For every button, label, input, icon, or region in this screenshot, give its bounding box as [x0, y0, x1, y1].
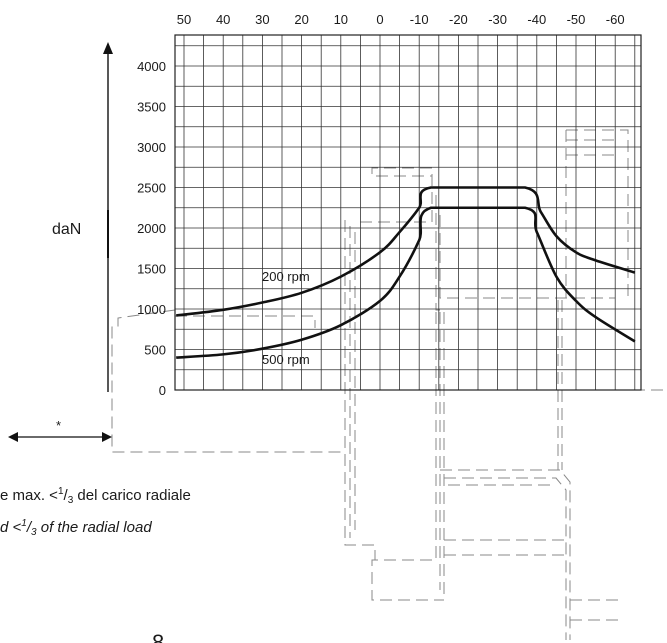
- y-tick-label: 500: [144, 343, 166, 358]
- y-tick-label: 3500: [137, 100, 166, 115]
- y-tick-label: 2000: [137, 221, 166, 236]
- note-it-suffix: del carico radiale: [73, 487, 191, 504]
- x-tick-label: -10: [410, 12, 429, 27]
- x-tick-label: -20: [449, 12, 468, 27]
- chart-grid: [175, 35, 641, 391]
- dashed-outline: [371, 312, 444, 601]
- dashed-outline: [175, 315, 316, 328]
- y-tick-label: 2500: [137, 181, 166, 196]
- note-line-italian: e max. <1/3 del carico radiale: [0, 486, 191, 506]
- dashed-outline: [439, 215, 615, 299]
- y-axis-unit-label: daN: [52, 221, 81, 238]
- x-tick-label: -50: [567, 12, 586, 27]
- x-axis-tick-labels: 50 40 30 20 10 0 -10 -20 -30 -40 -50 -60: [177, 12, 625, 27]
- plot-frame: [174, 34, 642, 391]
- note-en-slash: /: [26, 519, 33, 536]
- y-tick-label: 0: [159, 383, 166, 398]
- curve-label-200rpm: 200 rpm: [262, 269, 310, 284]
- x-tick-label: -30: [488, 12, 507, 27]
- y-axis-tick-labels: 0 500 1000 1500 2000 2500 3000 3500 4000: [137, 59, 166, 398]
- note-it-prefix: e max. <: [0, 487, 58, 504]
- dashed-outline: [566, 129, 629, 298]
- note-en-numerator: 1: [21, 518, 27, 529]
- load-curves: [176, 186, 636, 359]
- x-tick-label: 40: [216, 12, 230, 27]
- curve-label-500rpm: 500 rpm: [262, 352, 310, 367]
- dashed-outline: [440, 469, 571, 640]
- note-line-english: d <1/3 of the radial load: [0, 518, 152, 538]
- x-tick-label: 0: [376, 12, 383, 27]
- x-tick-label: 30: [255, 12, 269, 27]
- x-tick-label: -40: [527, 12, 546, 27]
- note-it-numerator: 1: [58, 486, 64, 497]
- x-tick-label: 20: [294, 12, 308, 27]
- y-tick-label: 4000: [137, 59, 166, 74]
- dimension-arrow-right-head: [102, 432, 112, 442]
- series-line-200rpm: [176, 186, 636, 317]
- x-tick-label: 50: [177, 12, 191, 27]
- note-it-slash: /: [64, 487, 69, 504]
- page-number: 8: [152, 630, 164, 643]
- y-tick-label: 1500: [137, 262, 166, 277]
- x-tick-label: -60: [606, 12, 625, 27]
- y-axis-arrow-head: [103, 42, 113, 54]
- dashed-outline: [444, 477, 567, 640]
- note-en-denominator: 3: [31, 527, 37, 538]
- dashed-outline: [435, 195, 440, 311]
- dimension-star: *: [56, 418, 61, 433]
- note-en-suffix: of the radial load: [37, 519, 153, 536]
- dashed-outline: [111, 309, 345, 453]
- x-tick-label: 10: [334, 12, 348, 27]
- note-it-denominator: 3: [68, 495, 74, 506]
- note-en-prefix: d <: [0, 519, 22, 536]
- dashed-outline-drawing: [111, 129, 667, 640]
- y-tick-label: 1000: [137, 302, 166, 317]
- y-tick-label: 3000: [137, 140, 166, 155]
- series-line-500rpm: [176, 206, 636, 359]
- dashed-outline: [344, 220, 376, 560]
- dimension-arrow-left-head: [8, 432, 18, 442]
